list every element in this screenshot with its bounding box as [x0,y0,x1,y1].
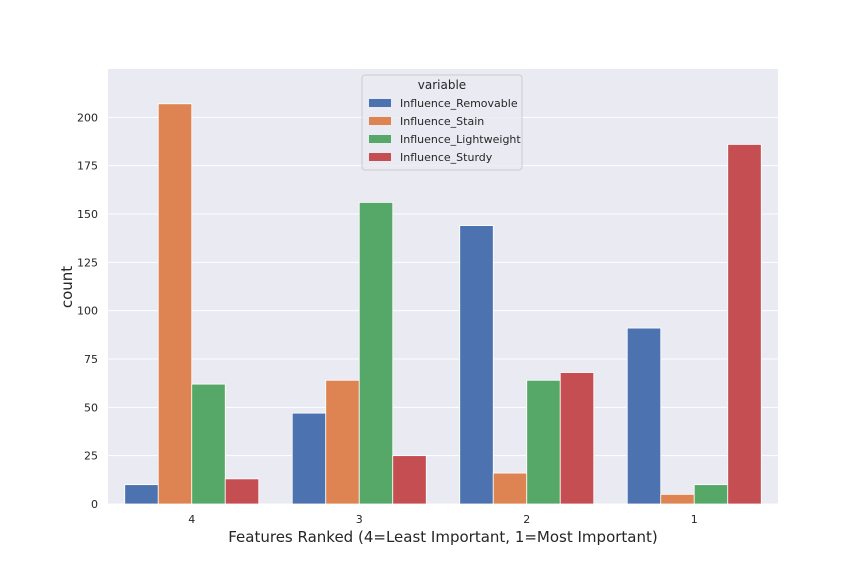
legend-entry-label: Influence_Removable [400,97,518,110]
x-tick-label: 2 [523,513,530,526]
bar-influence-removable-3 [291,412,327,505]
x-tick-label: 4 [188,513,195,526]
legend-swatch [369,99,391,107]
bar-influence-removable-1 [626,327,662,505]
bar-influence-lightweight-1 [693,484,729,505]
y-tick-label: 75 [84,353,98,366]
bar-influence-sturdy-1 [727,143,762,505]
bars [124,103,762,505]
bar-influence-sturdy-3 [392,455,427,505]
x-axis-label: Features Ranked (4=Least Important, 1=Mo… [228,528,657,546]
legend: variable Influence_Removable Influence_St… [361,74,523,171]
bar-influence-stain-3 [325,379,360,505]
bar-influence-lightweight-3 [358,201,394,505]
y-tick-labels: 0 25 50 75 100 125 150 175 200 [77,111,98,511]
y-axis-label: count [58,266,76,308]
y-tick-label: 175 [77,160,98,173]
legend-entry-label: Influence_Sturdy [400,151,493,164]
y-tick-label: 25 [84,450,98,463]
bar-influence-sturdy-4 [224,478,260,505]
y-tick-label: 125 [77,256,98,269]
y-tick-label: 200 [77,111,98,124]
bar-influence-removable-4 [124,484,159,505]
y-tick-label: 50 [84,401,98,414]
x-tick-label: 3 [356,513,363,526]
x-tick-label: 1 [691,513,698,526]
bar-influence-stain-1 [660,493,695,505]
y-tick-label: 150 [77,208,98,221]
bar-influence-lightweight-4 [191,383,226,505]
legend-title: variable [418,78,466,92]
bar-influence-stain-2 [492,472,528,505]
legend-entry-label: Influence_Stain [400,115,484,128]
bar-influence-lightweight-2 [526,379,561,505]
legend-swatch [369,135,391,143]
y-tick-label: 100 [77,305,98,318]
bar-influence-sturdy-2 [559,372,595,505]
legend-entry-label: Influence_Lightweight [400,133,521,146]
bar-influence-removable-2 [459,225,494,505]
legend-swatch [369,117,391,125]
bar-influence-stain-4 [157,103,193,505]
y-tick-label: 0 [91,498,98,511]
legend-swatch [369,153,391,161]
x-tick-labels: 4 3 2 1 [188,513,698,526]
legend-box [361,74,523,171]
